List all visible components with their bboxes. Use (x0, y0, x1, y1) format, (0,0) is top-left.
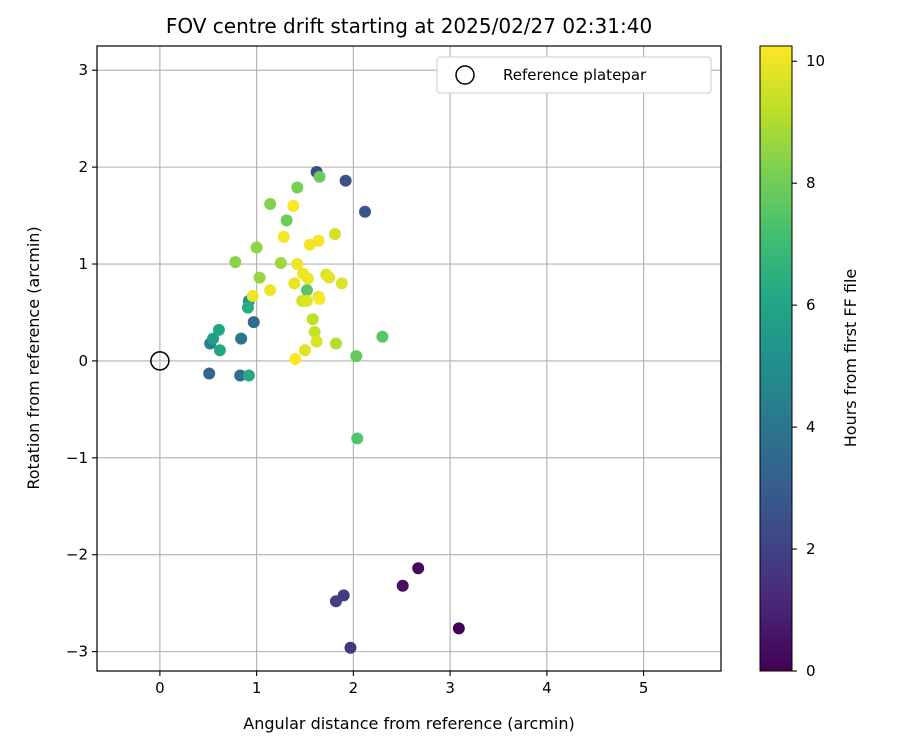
reference-platepar-marker (150, 351, 170, 371)
data-point (452, 622, 465, 635)
data-point (288, 277, 301, 290)
data-point (212, 323, 225, 336)
chart-title: FOV centre drift starting at 2025/02/27 … (166, 14, 652, 38)
data-point (246, 290, 259, 302)
data-point (376, 330, 389, 343)
x-tick-label: 0 (155, 679, 165, 697)
data-point (351, 432, 364, 445)
data-point (323, 271, 336, 284)
legend-box (436, 56, 712, 94)
y-axis-ticks: −3 −2 −1 0 1 2 3 (66, 61, 97, 661)
legend: Reference platepar (436, 56, 712, 94)
data-point (306, 313, 319, 326)
data-point (207, 332, 220, 345)
colorbar-tick-label: 8 (806, 174, 816, 192)
data-point (277, 230, 290, 243)
data-point (313, 292, 326, 305)
data-point (297, 267, 310, 280)
y-tick-label: 3 (78, 61, 88, 79)
data-point (313, 170, 326, 183)
legend-marker (455, 65, 475, 85)
data-point (350, 350, 363, 363)
x-tick-label: 3 (445, 679, 455, 697)
y-tick-label: −1 (66, 449, 88, 467)
data-point (291, 258, 304, 271)
data-point (229, 256, 242, 269)
x-tick-label: 4 (542, 679, 552, 697)
data-point (250, 241, 263, 254)
data-point (241, 301, 254, 314)
colorbar-ticks: 0 2 4 6 8 10 (792, 52, 825, 680)
data-point (213, 344, 226, 357)
colorbar-tick-label: 4 (806, 418, 816, 436)
colorbar-frame (759, 45, 793, 672)
x-tick-label: 2 (349, 679, 359, 697)
x-tick-label: 1 (252, 679, 262, 697)
data-point (339, 174, 352, 187)
x-tick-label: 5 (639, 679, 649, 697)
data-point (329, 337, 342, 350)
data-point (264, 284, 277, 297)
y-tick-label: −3 (66, 643, 88, 661)
scatter-points (203, 165, 465, 654)
data-point (253, 271, 266, 284)
y-tick-label: −2 (66, 546, 88, 564)
data-point (308, 325, 321, 338)
data-point (264, 197, 277, 210)
legend-label: Reference platepar (503, 66, 647, 84)
y-tick-label: 0 (78, 352, 88, 370)
data-point (300, 294, 313, 307)
data-point (287, 199, 300, 212)
y-tick-label: 2 (78, 158, 88, 176)
data-point (344, 641, 357, 654)
data-point (358, 205, 371, 218)
data-point (235, 332, 248, 345)
data-point (312, 234, 325, 247)
data-point (203, 367, 216, 380)
colorbar-tick-label: 10 (806, 52, 825, 70)
data-point (310, 335, 323, 348)
colorbar-gradient (760, 46, 792, 671)
x-axis-label: Angular distance from reference (arcmin) (243, 714, 574, 733)
data-point (289, 352, 302, 365)
data-point (291, 181, 304, 194)
data-point (328, 227, 341, 240)
colorbar-tick-label: 6 (806, 296, 816, 314)
colorbar-tick-label: 0 (806, 662, 816, 680)
data-point (335, 277, 348, 290)
data-point (299, 344, 311, 357)
data-point (300, 284, 313, 297)
data-point (242, 369, 255, 382)
data-point (274, 257, 287, 270)
y-axis-label: Rotation from reference (arcmin) (24, 226, 43, 489)
plot-frame (96, 45, 722, 672)
data-point (412, 562, 425, 575)
data-point (234, 369, 247, 382)
x-axis-ticks: 0 1 2 3 4 5 (155, 671, 648, 697)
plot-background (97, 46, 721, 671)
data-point (396, 579, 409, 592)
plot-area: 0 1 2 3 4 5 −3 −2 −1 0 1 2 3 (66, 45, 722, 697)
y-tick-label: 1 (78, 255, 88, 273)
data-point (329, 595, 342, 608)
colorbar: 0 2 4 6 8 10 Hours from first FF file (759, 45, 860, 680)
data-point (247, 316, 260, 329)
colorbar-label: Hours from first FF file (841, 269, 860, 448)
colorbar-tick-label: 2 (806, 540, 816, 558)
data-point (280, 214, 293, 227)
